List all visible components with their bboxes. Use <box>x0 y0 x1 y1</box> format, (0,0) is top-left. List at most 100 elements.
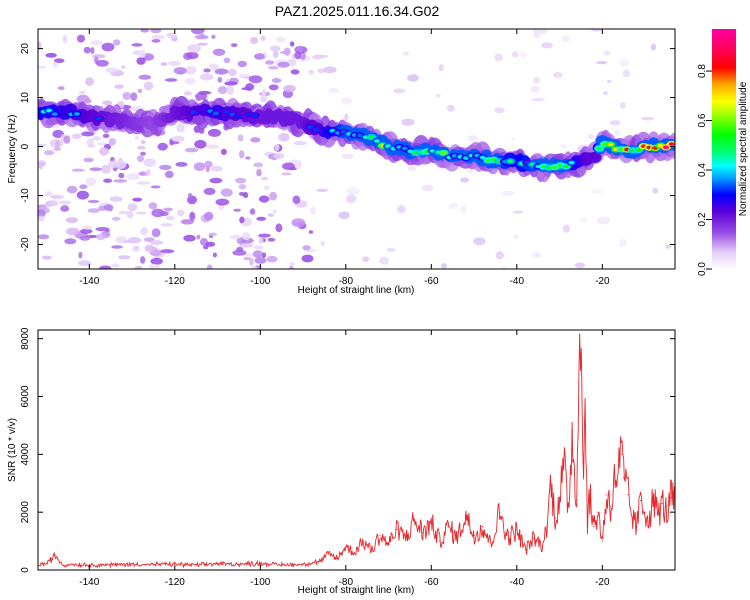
noise-blob <box>379 256 390 265</box>
noise-blob <box>590 29 603 32</box>
y-tick-label: 6000 <box>20 385 31 408</box>
snr-x-ticks: -140 -120 -100 -80 -60 -40 -20 <box>79 330 610 588</box>
noise-blob <box>362 256 370 262</box>
noise-blob <box>513 234 518 239</box>
noise-blob <box>467 135 478 142</box>
noise-blob <box>512 210 524 214</box>
noise-blob <box>591 189 605 194</box>
noise-blob <box>38 41 42 50</box>
snr-point <box>554 517 556 519</box>
noise-blob <box>283 47 291 56</box>
noise-blob <box>533 77 540 84</box>
y-tick-label: 2000 <box>20 501 31 524</box>
snr-point <box>71 563 73 565</box>
noise-blob <box>65 217 78 224</box>
snr-point <box>362 540 364 542</box>
ridge-core-peak <box>235 114 242 119</box>
noise-blob <box>312 54 324 60</box>
noise-blob <box>118 255 131 260</box>
noise-blob <box>58 200 72 205</box>
spectrogram-y-ticks: -20 -10 0 10 20 <box>20 43 675 252</box>
noise-blob <box>205 241 216 247</box>
noise-blob <box>91 54 106 59</box>
noise-blob <box>183 91 192 96</box>
noise-blob <box>189 211 196 221</box>
snr-point <box>473 534 475 536</box>
noise-blob <box>260 95 267 103</box>
noise-blob <box>261 88 267 97</box>
noise-blob <box>494 107 505 114</box>
noise-blob <box>531 97 545 102</box>
noise-blob <box>76 34 86 43</box>
ridge-core-peak <box>568 160 575 165</box>
snr-point <box>422 531 424 534</box>
noise-blob <box>101 42 115 52</box>
noise-blob <box>52 61 58 68</box>
noise-blob <box>258 195 270 203</box>
noise-blob <box>596 216 610 225</box>
y-tick-label: 20 <box>20 43 31 55</box>
noise-blob <box>160 62 168 66</box>
x-tick-label: -120 <box>165 577 185 588</box>
noise-blob <box>108 160 120 168</box>
noise-blob <box>107 205 113 212</box>
noise-blob <box>619 58 630 67</box>
noise-blob <box>102 100 113 106</box>
noise-blob <box>206 264 213 269</box>
ridge-core-peak <box>401 146 408 151</box>
colorbar-tick-label: 0.0 <box>697 262 708 276</box>
noise-blob <box>83 46 91 54</box>
noise-blob <box>460 205 467 214</box>
noise-blob <box>239 150 245 159</box>
noise-blob <box>194 139 207 149</box>
noise-blob <box>166 32 177 39</box>
noise-blob <box>195 93 202 102</box>
noise-blob <box>211 34 216 39</box>
noise-blob <box>447 104 455 112</box>
colorbar-tick-label: 0.6 <box>697 113 708 127</box>
snr-point <box>635 526 638 528</box>
noise-blob <box>209 177 223 184</box>
noise-blob <box>38 65 47 69</box>
noise-blob <box>78 251 83 259</box>
noise-blob <box>87 144 96 148</box>
noise-blob <box>249 208 256 215</box>
noise-blob <box>248 75 263 84</box>
x-tick-label: -60 <box>424 276 439 287</box>
noise-blob <box>81 131 95 137</box>
noise-blob <box>619 101 627 109</box>
noise-blob <box>79 184 88 189</box>
x-tick-label: -140 <box>79 577 99 588</box>
x-tick-label: -100 <box>250 276 270 287</box>
noise-blob <box>210 65 220 70</box>
noise-blob <box>193 162 206 172</box>
noise-blob <box>243 192 249 199</box>
noise-blob <box>320 241 325 246</box>
noise-blob <box>270 45 281 52</box>
noise-blob <box>78 90 86 95</box>
snr-point <box>413 520 415 522</box>
noise-blob <box>138 74 152 80</box>
y-tick-label: 4000 <box>20 443 31 466</box>
noise-blob <box>41 255 52 260</box>
noise-blob <box>164 170 174 179</box>
noise-blob <box>267 213 275 217</box>
snr-point <box>464 514 467 516</box>
spectrogram-ridge <box>38 95 675 183</box>
noise-blob <box>113 179 128 183</box>
noise-blob <box>233 208 241 212</box>
noise-blob <box>186 51 199 60</box>
noise-blob <box>199 73 214 81</box>
noise-blob <box>473 237 486 246</box>
noise-blob <box>140 151 146 156</box>
noise-blob <box>494 53 504 62</box>
noise-blob <box>242 232 251 241</box>
noise-blob <box>38 215 45 222</box>
noise-blob <box>55 140 61 149</box>
snr-point <box>353 552 355 554</box>
noise-blob <box>269 191 277 201</box>
noise-blob <box>541 42 553 49</box>
y-tick-label: -10 <box>20 188 31 203</box>
noise-blob <box>95 59 109 67</box>
